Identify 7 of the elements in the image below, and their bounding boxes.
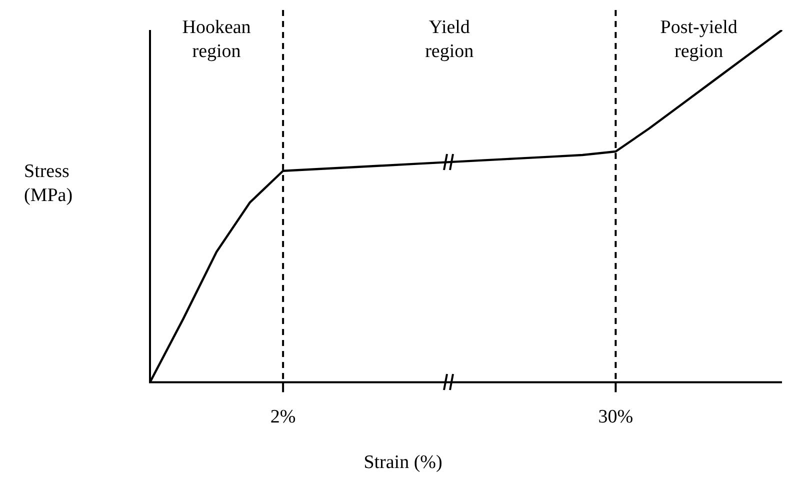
annotation: Yield region xyxy=(424,16,475,64)
x-tick-label: 2% xyxy=(270,406,296,428)
annotation: Post-yield region xyxy=(659,16,738,64)
y-axis-title: Stress (MPa) xyxy=(24,160,74,208)
x-axis-title: Strain (%) xyxy=(362,452,444,474)
x-tick-label: 30% xyxy=(598,406,634,428)
annotation: Hookean region xyxy=(181,16,252,64)
